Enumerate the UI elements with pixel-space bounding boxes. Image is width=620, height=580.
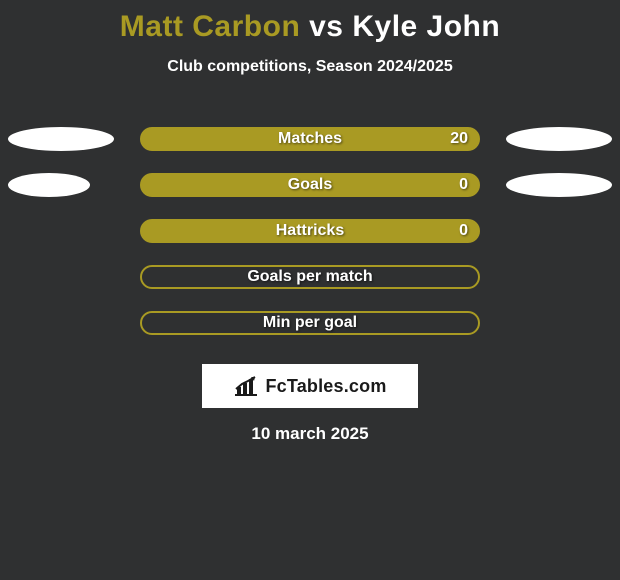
left-pill xyxy=(8,127,114,151)
brand-badge: FcTables.com xyxy=(202,364,418,408)
stat-row: Min per goal xyxy=(0,300,620,346)
right-pill xyxy=(506,173,612,197)
subtitle: Club competitions, Season 2024/2025 xyxy=(0,58,620,76)
player2-name: Kyle John xyxy=(352,10,500,43)
stat-bar: Goals per match xyxy=(140,265,480,289)
stat-value-right: 0 xyxy=(459,176,468,194)
stat-bar: Min per goal xyxy=(140,311,480,335)
stat-bar: Matches20 xyxy=(140,127,480,151)
stat-row: Goals per match xyxy=(0,254,620,300)
stat-bar: Hattricks0 xyxy=(140,219,480,243)
stat-label: Hattricks xyxy=(142,222,478,240)
stat-label: Goals per match xyxy=(142,268,478,286)
infographic-container: Matt Carbon vs Kyle John Club competitio… xyxy=(0,0,620,580)
right-pill xyxy=(506,127,612,151)
stat-row: Goals0 xyxy=(0,162,620,208)
page-title: Matt Carbon vs Kyle John xyxy=(0,0,620,44)
stat-row: Hattricks0 xyxy=(0,208,620,254)
stat-label: Matches xyxy=(142,130,478,148)
player1-name: Matt Carbon xyxy=(120,10,301,43)
date: 10 march 2025 xyxy=(0,424,620,444)
brand-chart-icon xyxy=(233,375,259,397)
stat-row: Matches20 xyxy=(0,116,620,162)
stat-label: Min per goal xyxy=(142,314,478,332)
stat-rows: Matches20Goals0Hattricks0Goals per match… xyxy=(0,116,620,346)
stat-value-right: 20 xyxy=(450,130,468,148)
stat-bar: Goals0 xyxy=(140,173,480,197)
stat-label: Goals xyxy=(142,176,478,194)
left-pill xyxy=(8,173,90,197)
stat-value-right: 0 xyxy=(459,222,468,240)
brand-text: FcTables.com xyxy=(265,376,386,397)
title-vs: vs xyxy=(309,10,343,43)
